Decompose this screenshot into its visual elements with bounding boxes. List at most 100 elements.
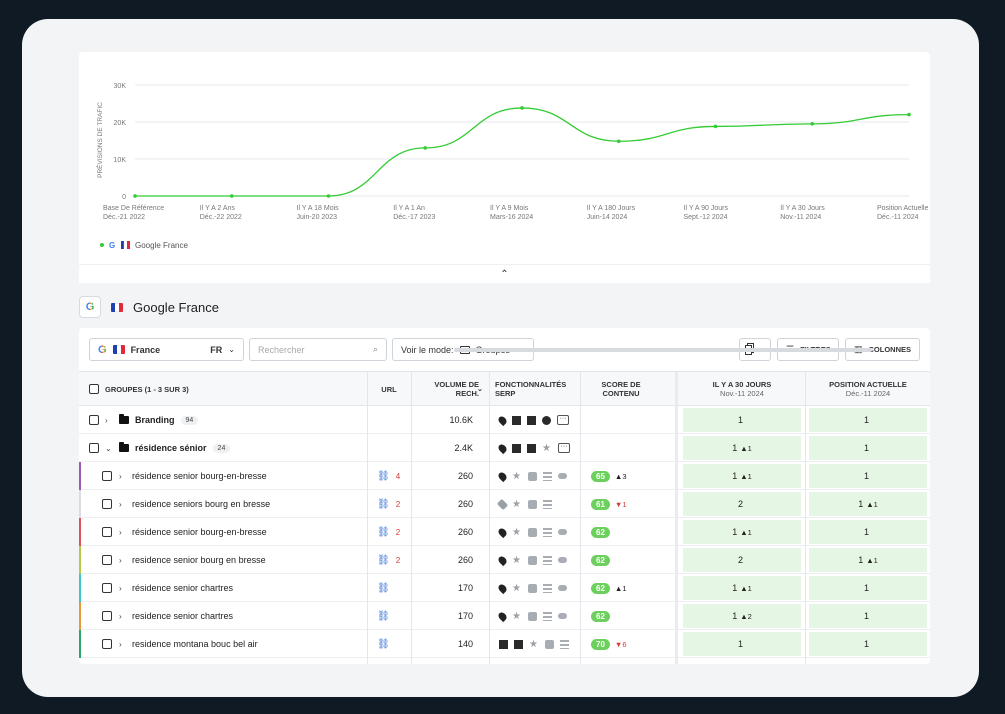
serp-features: ★ <box>496 462 573 490</box>
country-select[interactable]: G France FR ⌄ <box>89 338 244 361</box>
serp-features: ★ <box>496 490 558 518</box>
current-value: 1 <box>858 499 864 509</box>
serp-header[interactable]: FONCTIONNALITÉS SERP <box>495 372 566 406</box>
legend-flag-icon <box>121 241 124 249</box>
content-score-badge[interactable]: 70 <box>591 638 610 650</box>
pos30-value: 1 <box>737 415 743 425</box>
link-icon[interactable]: ⛓ <box>377 638 390 650</box>
pos30-cell: 1 <box>683 632 801 656</box>
legend-flag-icon <box>123 240 128 250</box>
pos30-value: 1 <box>732 583 738 593</box>
row-checkbox[interactable] <box>89 443 99 453</box>
horizontal-scrollbar[interactable] <box>454 348 872 352</box>
row-checkbox[interactable] <box>102 611 112 621</box>
keyword-row[interactable]: › résidence senior chartres ⛓ 170 ★ 62 ▲1 1 ▲1 1 <box>79 574 930 602</box>
keyword-row[interactable]: › residence senior bourg en bresse ⛓ 2 260 ★ 6… <box>79 546 930 574</box>
row-checkbox[interactable] <box>102 583 112 593</box>
current-value: 1 <box>863 611 869 621</box>
content-score-badge[interactable]: 62 <box>591 582 610 594</box>
content-score-badge[interactable]: 65 <box>591 470 610 482</box>
link-icon[interactable]: ⛓ <box>377 554 390 566</box>
link-icon[interactable]: ⛓ <box>377 470 390 482</box>
current-header[interactable]: POSITION ACTUELLE Déc.-11 2024 <box>807 372 929 406</box>
expand-chevron-icon[interactable]: ⌄ <box>105 443 112 453</box>
search-placeholder: Rechercher <box>258 344 305 355</box>
url-count: 2 <box>395 499 401 509</box>
keyword-text[interactable]: residence senior chartres <box>132 611 234 621</box>
current-position-cell: 1 <box>809 576 927 600</box>
keyword-row[interactable]: › résidence senior bourg-en-bresse ⛓ 2 260 ★ 6… <box>79 518 930 546</box>
pos30-header[interactable]: IL Y A 30 JOURS Nov.-11 2024 <box>681 372 803 406</box>
link-icon[interactable]: ⛓ <box>377 526 390 538</box>
link-icon[interactable]: ⛓ <box>377 582 390 594</box>
x-tick-label: Il Y A 180 Jours <box>587 205 636 212</box>
keyword-text[interactable]: residence senior bourg en bresse <box>132 555 266 565</box>
expand-chevron-icon[interactable]: › <box>105 415 108 425</box>
volume-header-line1: VOLUME DE <box>434 380 479 389</box>
group-name[interactable]: Branding <box>135 415 175 425</box>
select-all-checkbox[interactable] <box>89 384 99 394</box>
keyword-row[interactable]: › residence montana bouc bel air ⛓ 140 ★ 70 ▼6… <box>79 630 930 658</box>
row-checkbox[interactable] <box>102 499 112 509</box>
current-value: 1 <box>863 415 869 425</box>
keyword-text[interactable]: résidence senior chartres <box>132 583 234 593</box>
x-tick-label: Il Y A 30 Jours <box>780 205 825 212</box>
current-value: 1 <box>863 471 869 481</box>
content-score-badge[interactable]: 62 <box>591 526 610 538</box>
x-tick-date: Mars-16 2024 <box>490 214 533 221</box>
pos30-value: 1 <box>732 471 738 481</box>
search-volume: 170 <box>457 611 473 621</box>
current-position-cell: 1 ▲1 <box>809 492 927 516</box>
keyword-text[interactable]: résidence senior bourg-en-bresse <box>132 471 267 481</box>
expand-chevron-icon[interactable]: › <box>119 555 122 565</box>
expand-chevron-icon[interactable]: › <box>119 583 122 593</box>
groups-header[interactable]: GROUPES (1 - 3 SUR 3) <box>89 372 189 406</box>
volume-header[interactable]: VOLUME DE RECH. <box>419 372 479 406</box>
groups-header-label: GROUPES (1 - 3 SUR 3) <box>105 384 189 394</box>
pos30-cell: 2 <box>683 492 801 516</box>
expand-chevron-icon[interactable]: › <box>119 611 122 621</box>
row-checkbox[interactable] <box>102 527 112 537</box>
current-position-cell: 1 <box>809 520 927 544</box>
keyword-text[interactable]: residence seniors bourg en bresse <box>132 499 271 509</box>
keyword-row[interactable]: › résidence senior bourg-en-bresse ⛓ 4 260 ★ 6… <box>79 462 930 490</box>
expand-chevron-icon[interactable]: › <box>119 471 122 481</box>
row-checkbox[interactable] <box>102 639 112 649</box>
x-tick-date: Déc.-22 2022 <box>200 214 242 221</box>
score-header[interactable]: SCORE DE CONTENU <box>581 372 661 406</box>
content-score-badge[interactable]: 61 <box>591 498 610 510</box>
score-delta: ▼6 <box>614 639 627 649</box>
expand-chevron-icon[interactable]: › <box>119 527 122 537</box>
search-input[interactable]: Rechercher ⌕ <box>249 338 387 361</box>
row-checkbox[interactable] <box>89 415 99 425</box>
sort-chevron-icon[interactable]: ⌄ <box>477 386 483 393</box>
collapse-chart-button[interactable]: ⌃ <box>79 264 930 283</box>
url-header[interactable]: URL <box>367 372 411 406</box>
link-icon[interactable]: ⛓ <box>377 498 390 510</box>
link-icon[interactable]: ⛓ <box>377 610 390 622</box>
keyword-text[interactable]: residence montana bouc bel air <box>132 639 258 649</box>
chart-svg: 0 10K 20K 30K PRÉVISIONS DE TRAFIC Base De Ré… <box>95 83 928 250</box>
language-label: FR <box>210 344 223 355</box>
content-score-badge[interactable]: 62 <box>591 554 610 566</box>
keyword-text[interactable]: résidence senior bourg-en-bresse <box>132 527 267 537</box>
group-name[interactable]: résidence sénior <box>135 443 207 453</box>
keyword-color-bar <box>79 630 81 658</box>
expand-chevron-icon[interactable]: › <box>119 639 122 649</box>
keyword-row[interactable]: › residence senior chartres ⛓ 170 ★ 62 1 ▲2 1 <box>79 602 930 630</box>
expand-chevron-icon[interactable]: › <box>119 499 122 509</box>
x-tick-label: Il Y A 2 Ans <box>200 205 236 212</box>
row-checkbox[interactable] <box>102 471 112 481</box>
group-row[interactable]: › Branding 94 10.6K ··· 1 1 <box>79 406 930 434</box>
content-score-badge[interactable]: 62 <box>591 610 610 622</box>
y-tick-label: 0 <box>122 194 126 201</box>
score-delta: ▲1 <box>614 583 627 593</box>
keyword-row[interactable]: › residence seniors bourg en bresse ⛓ 2 260 ★… <box>79 490 930 518</box>
group-row[interactable]: ⌄ résidence sénior 24 2.4K ★ ··· 1 ▲1 1 <box>79 434 930 462</box>
current-value: 1 <box>858 555 864 565</box>
row-checkbox[interactable] <box>102 555 112 565</box>
x-tick-date: Déc.-17 2023 <box>393 214 435 221</box>
current-value: 1 <box>863 639 869 649</box>
search-icon: ⌕ <box>372 344 378 354</box>
chevron-up-icon: ⌃ <box>500 268 509 280</box>
